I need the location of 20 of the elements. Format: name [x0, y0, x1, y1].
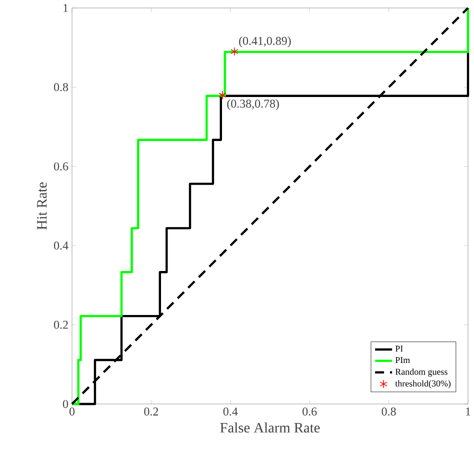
y-tick-label: 0.8 [54, 83, 68, 92]
x-tick-label: 0.8 [382, 408, 396, 416]
legend-label: threshold(30%) [395, 380, 451, 388]
y-tick-label: 0.4 [54, 242, 68, 250]
x-axis-title: False Alarm Rate [220, 422, 320, 433]
x-tick-label: 0 [69, 408, 75, 416]
y-axis-title: Hit Rate [37, 182, 47, 230]
y-tick-label: 0.2 [54, 320, 68, 329]
legend-label: PI [395, 346, 403, 352]
annotation: (0.38,0.78) [227, 99, 279, 110]
x-tick-label: 0.2 [144, 408, 158, 416]
x-tick-label: 0.6 [302, 408, 317, 416]
y-tick-label: 1 [64, 4, 68, 12]
legend-label: Random guess [395, 368, 448, 377]
y-tick-label: 0 [62, 400, 68, 408]
x-tick-label: 0.4 [223, 408, 238, 416]
y-tick-label: 0.6 [54, 162, 68, 170]
x-tick-label: 1 [466, 408, 470, 416]
legend-label: PIm [395, 357, 410, 364]
annotation: (0.41,0.89) [239, 36, 291, 48]
